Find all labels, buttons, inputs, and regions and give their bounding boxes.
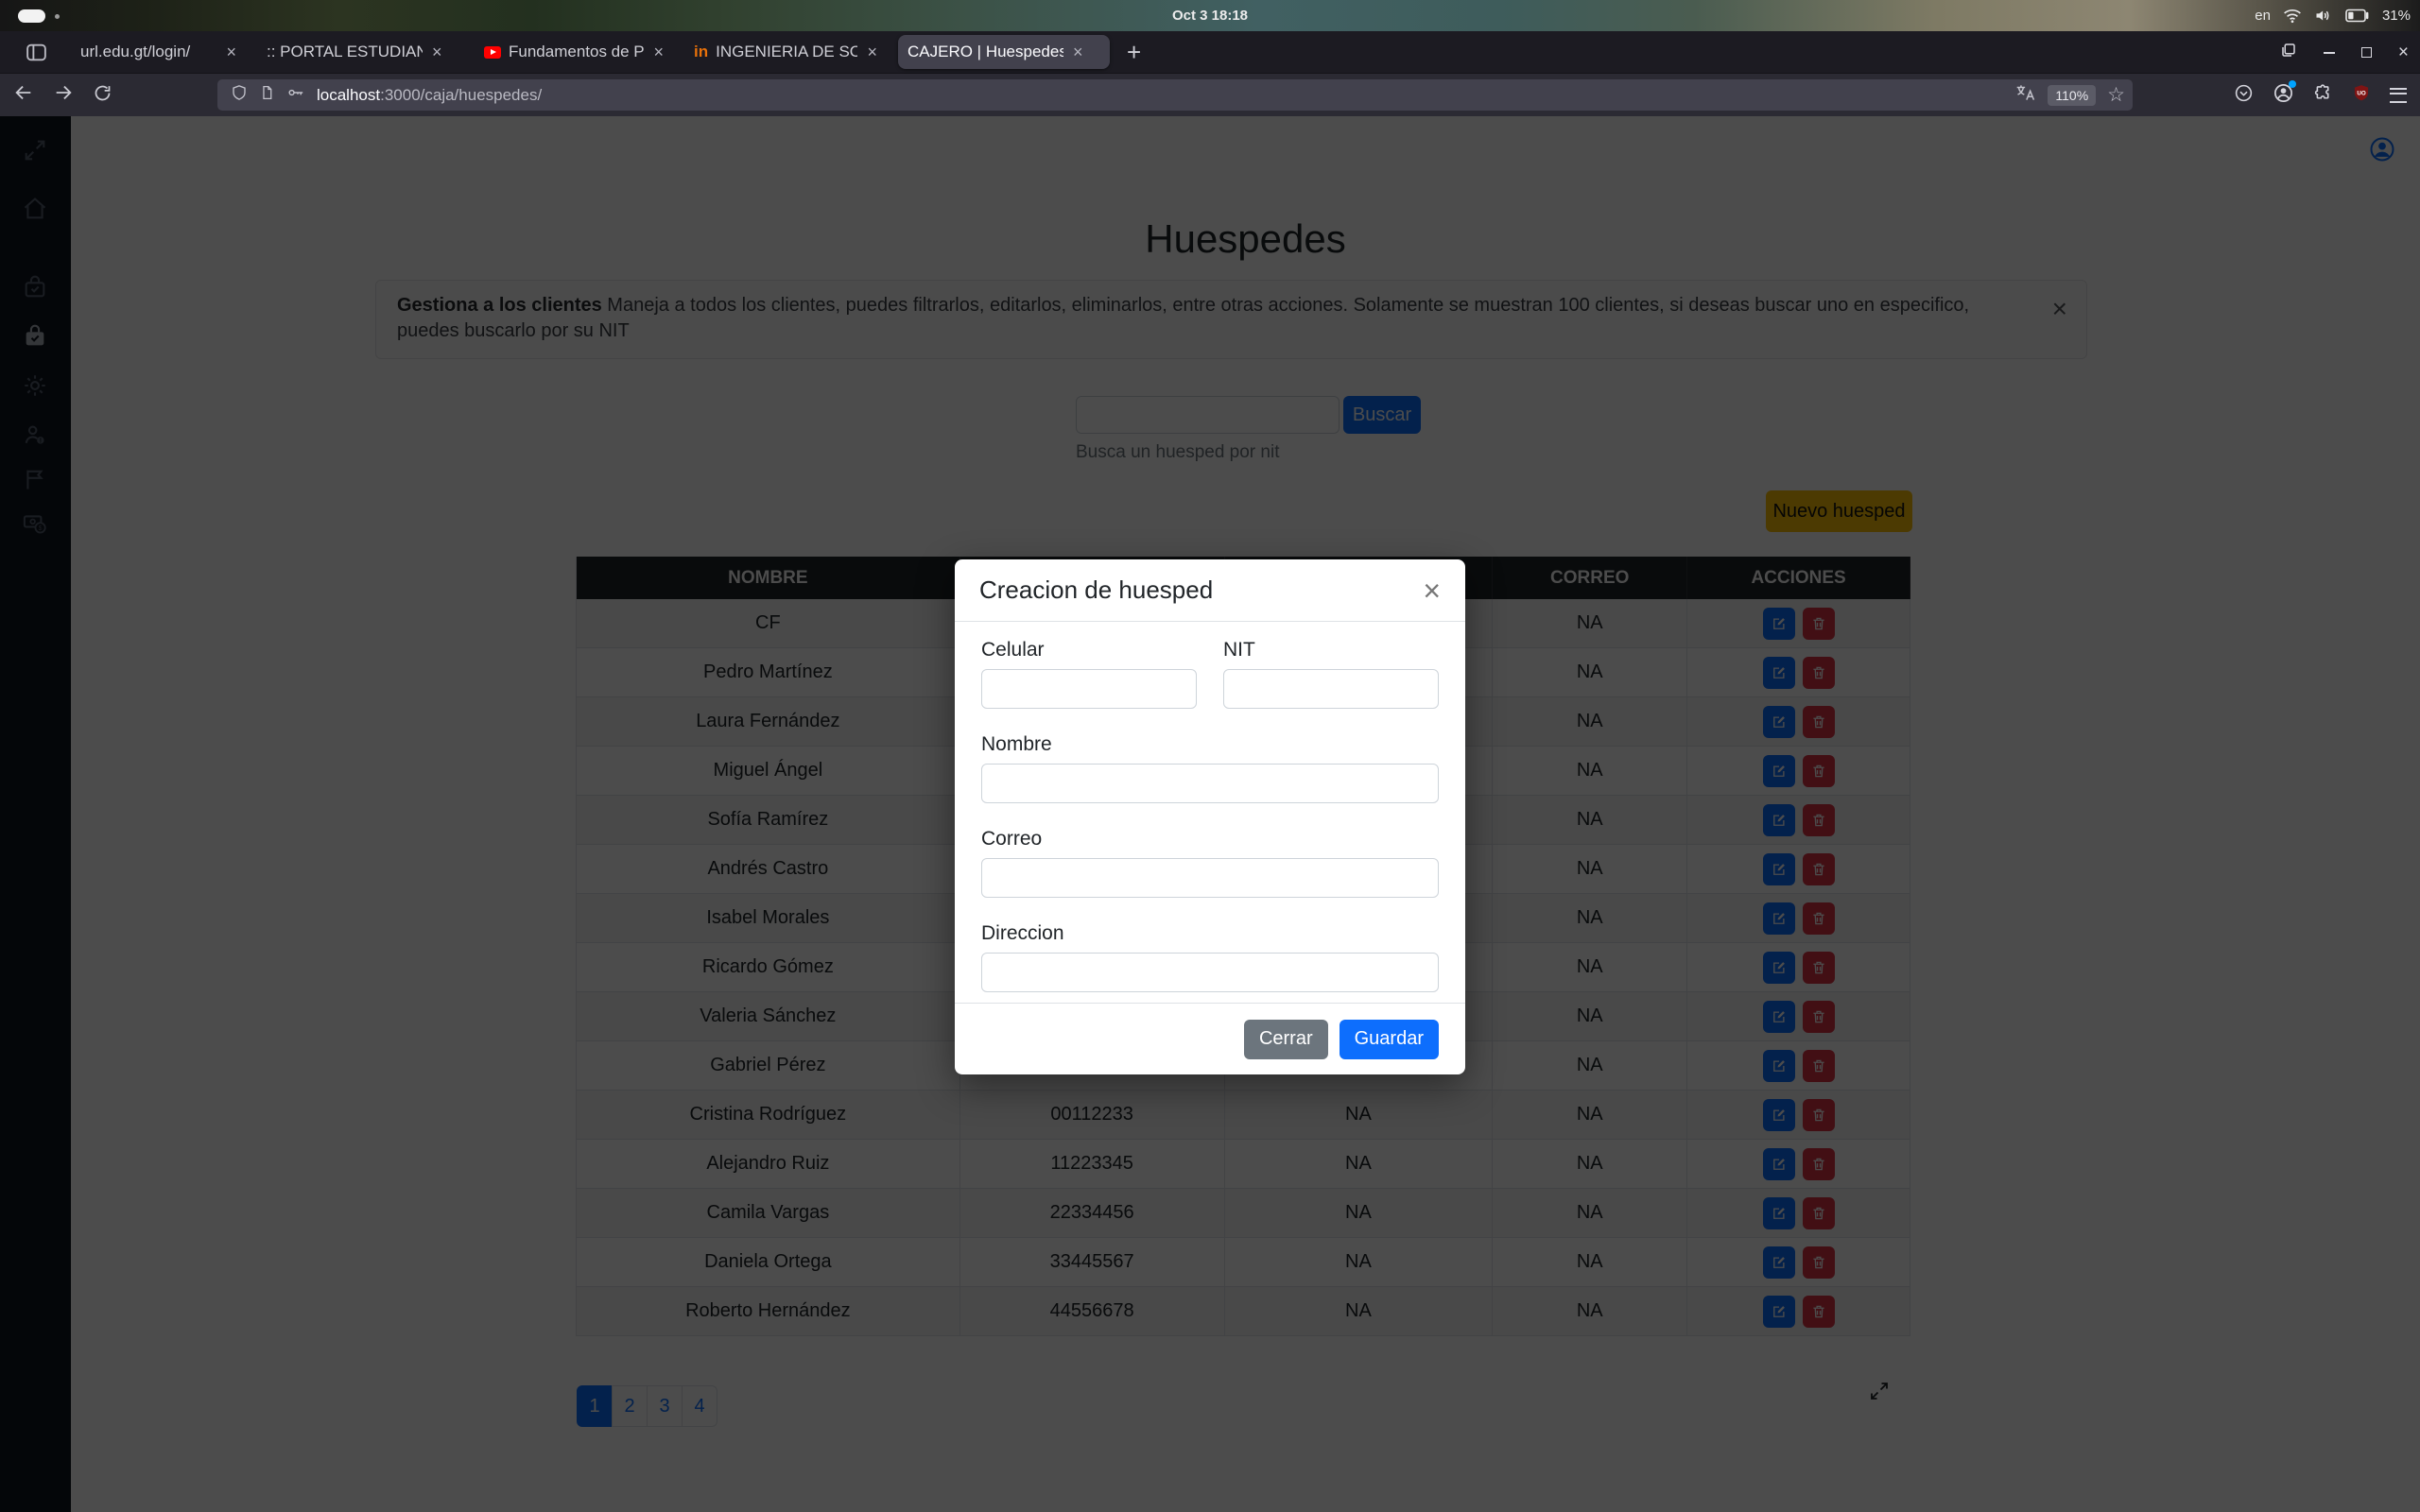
system-clock[interactable]: Oct 3 18:18 xyxy=(1171,8,1249,24)
modal-header: Creacion de huesped × xyxy=(955,559,1465,622)
nombre-label: Nombre xyxy=(981,733,1052,755)
create-guest-modal: Creacion de huesped × Celular NIT Nombre xyxy=(955,559,1465,1074)
browser-toolbar: localhost:3000/caja/huespedes/ 110% ☆ UO xyxy=(0,74,2420,117)
tab-close-icon[interactable]: × xyxy=(867,43,877,61)
system-top-bar: Oct 3 18:18 en 31% xyxy=(0,0,2420,31)
modal-footer: Cerrar Guardar xyxy=(955,1003,1465,1074)
tab-close-icon[interactable]: × xyxy=(653,43,664,61)
workspace-pill[interactable] xyxy=(18,9,45,23)
correo-field[interactable] xyxy=(981,858,1439,898)
nit-label: NIT xyxy=(1223,639,1255,661)
pocket-icon[interactable] xyxy=(2234,83,2254,108)
tab-close-icon[interactable]: × xyxy=(1073,43,1083,61)
tab-url-edu[interactable]: url.edu.gt/login/ × xyxy=(80,43,236,61)
key-icon[interactable] xyxy=(286,85,305,105)
firefox-view-icon[interactable] xyxy=(25,41,48,69)
volume-icon[interactable] xyxy=(2314,8,2333,24)
new-tab-button[interactable]: + xyxy=(1127,38,1142,66)
nombre-field[interactable] xyxy=(981,764,1439,803)
zoom-level-badge[interactable]: 110% xyxy=(2048,84,2097,106)
tab-ingenieria[interactable]: in INGENIERIA DE SOFTWA × xyxy=(694,43,877,61)
translate-icon[interactable] xyxy=(2015,83,2036,107)
minimize-button[interactable] xyxy=(2323,51,2335,54)
window-close-button[interactable]: × xyxy=(2397,43,2409,62)
extensions-puzzle-icon[interactable] xyxy=(2313,83,2333,108)
notification-dot xyxy=(2289,79,2296,88)
wifi-icon[interactable] xyxy=(2283,8,2302,24)
reload-icon[interactable] xyxy=(93,83,112,108)
correo-label: Correo xyxy=(981,828,1043,850)
tab-close-icon[interactable]: × xyxy=(226,43,236,61)
browser-tab-strip: url.edu.gt/login/ × :: PORTAL ESTUDIANTE… xyxy=(0,31,2420,74)
save-button[interactable]: Guardar xyxy=(1339,1019,1439,1059)
celular-label: Celular xyxy=(981,639,1045,661)
modal-title: Creacion de huesped xyxy=(979,576,1214,604)
modal-body: Celular NIT Nombre Correo Direccion xyxy=(955,622,1465,992)
keyboard-layout[interactable]: en xyxy=(2255,8,2271,24)
restore-button[interactable] xyxy=(2360,47,2372,58)
svg-text:UO: UO xyxy=(2357,90,2366,96)
url-bar[interactable]: localhost:3000/caja/huespedes/ 110% ☆ xyxy=(217,79,2133,111)
in-favicon: in xyxy=(694,43,709,60)
cancel-button[interactable]: Cerrar xyxy=(1243,1019,1328,1059)
tab-portal-estudiantes[interactable]: :: PORTAL ESTUDIANTES URL × xyxy=(267,43,442,61)
direccion-field[interactable] xyxy=(981,953,1439,992)
ublock-icon[interactable]: UO xyxy=(2352,83,2371,108)
back-icon[interactable] xyxy=(13,82,34,108)
modal-close-icon[interactable]: × xyxy=(1423,573,1441,608)
forward-icon[interactable] xyxy=(53,82,74,108)
bookmark-star-icon[interactable]: ☆ xyxy=(2107,84,2125,106)
page-viewport: ! $ Huespedes Gestiona a los clientes Ma… xyxy=(0,116,2420,1512)
workspace-dot[interactable] xyxy=(55,14,60,19)
nit-field[interactable] xyxy=(1223,669,1439,709)
celular-field[interactable] xyxy=(981,669,1197,709)
list-tabs-icon[interactable] xyxy=(2280,42,2297,63)
youtube-favicon xyxy=(484,45,501,59)
direccion-label: Direccion xyxy=(981,922,1064,944)
battery-percent: 31% xyxy=(2381,8,2411,24)
url-text[interactable]: localhost:3000/caja/huespedes/ xyxy=(317,85,543,104)
battery-icon[interactable] xyxy=(2345,9,2370,23)
account-icon[interactable] xyxy=(2273,79,2296,109)
page-info-icon[interactable] xyxy=(259,84,275,106)
tab-fundamentos[interactable]: Fundamentos de Prueb × xyxy=(475,35,675,69)
tab-close-icon[interactable]: × xyxy=(432,43,442,61)
menu-hamburger-icon[interactable] xyxy=(2390,87,2407,103)
tab-cajero-huespedes[interactable]: CAJERO | Huespedes × xyxy=(898,35,1110,69)
shield-icon[interactable] xyxy=(231,84,248,106)
